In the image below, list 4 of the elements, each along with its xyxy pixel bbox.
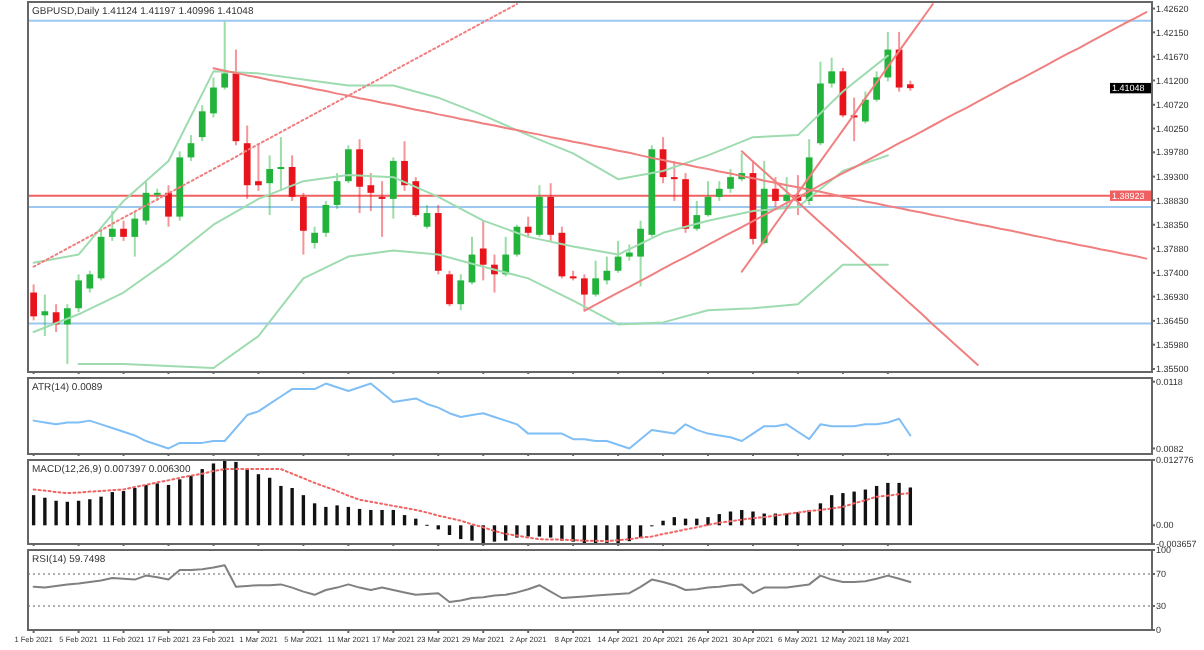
line-series — [32, 564, 912, 603]
line-series — [32, 468, 912, 543]
line-series — [32, 382, 912, 450]
line-series — [77, 249, 889, 369]
